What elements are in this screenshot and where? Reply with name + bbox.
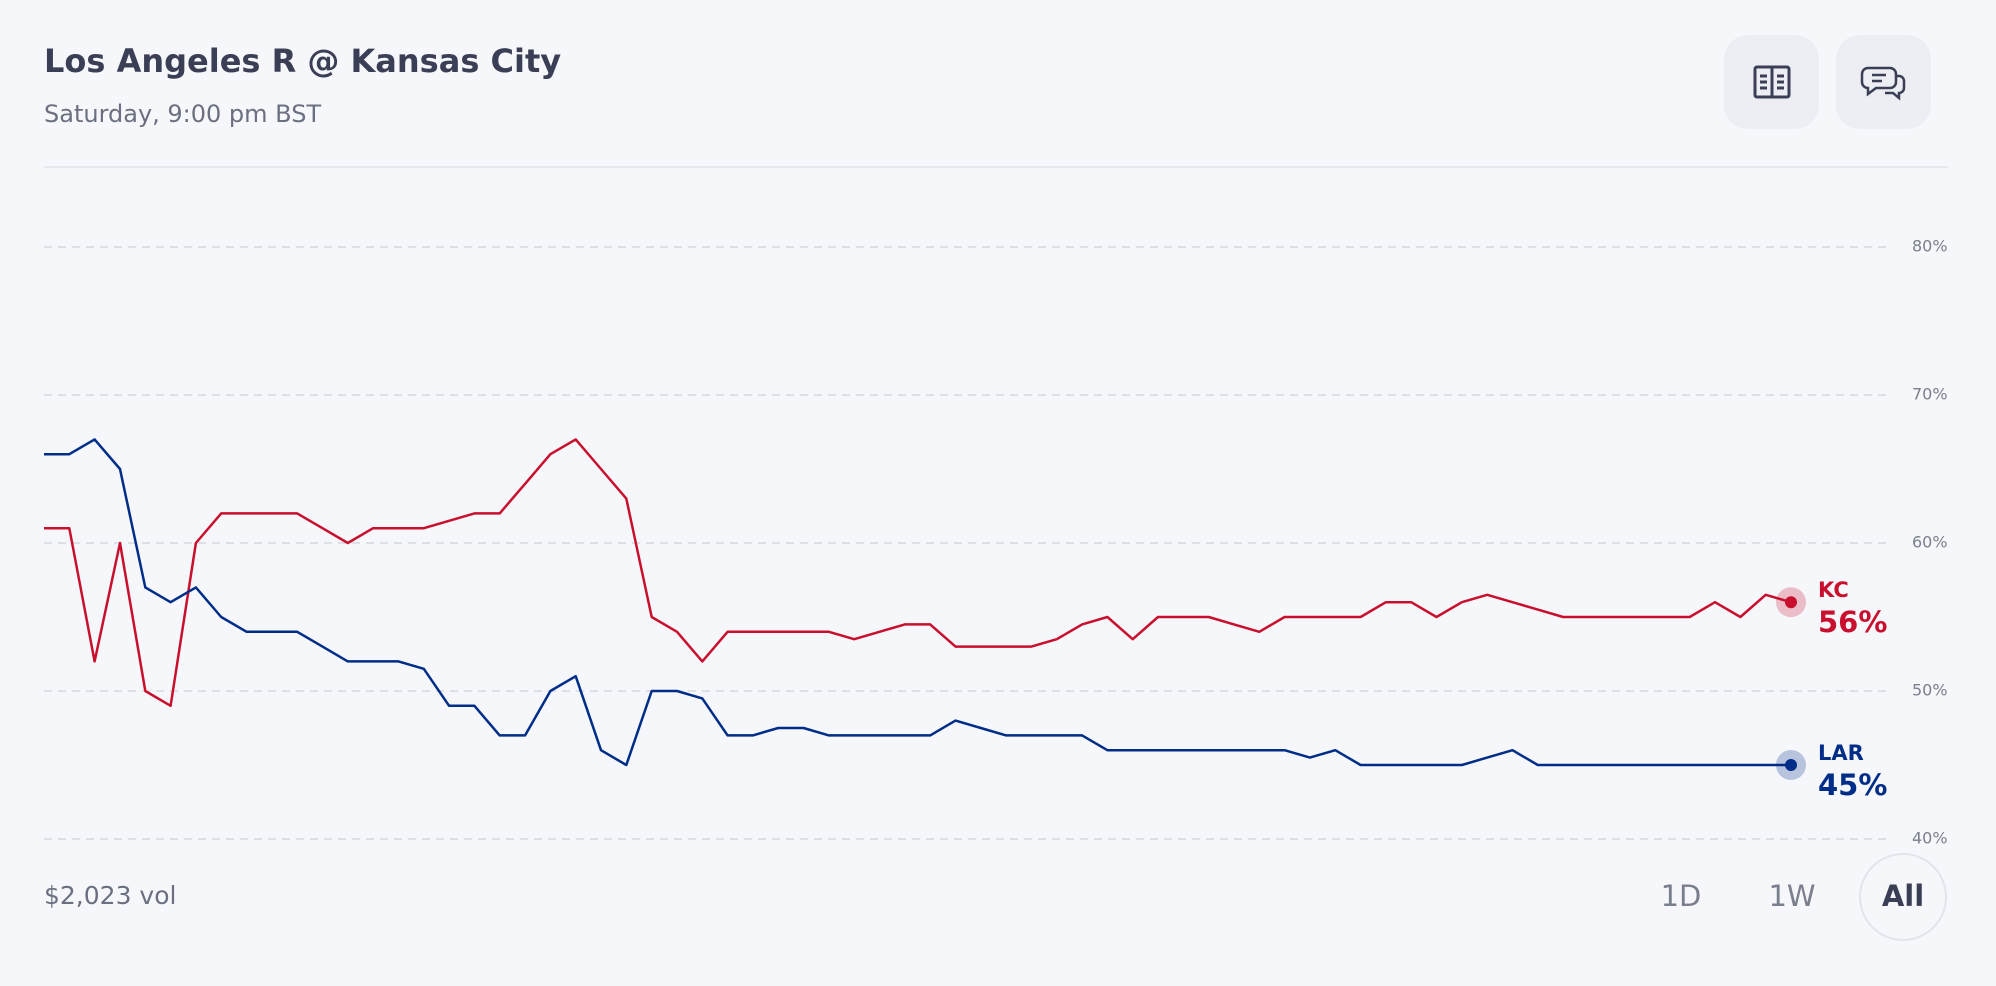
y-tick-label: 50%	[1912, 681, 1948, 700]
range-button[interactable]: 1W	[1768, 879, 1815, 913]
y-tick-label: 60%	[1912, 533, 1948, 552]
series-name: LAR	[1818, 741, 1864, 765]
range-label: All	[1882, 879, 1924, 913]
chat-icon	[1860, 66, 1906, 101]
range-selected-bg	[1859, 853, 1947, 941]
range-button[interactable]: 1D	[1661, 879, 1702, 913]
button-bg	[1836, 35, 1931, 129]
series-name: KC	[1818, 578, 1849, 602]
plot: 40% 50% 60% 70% 80% KC 56% LAR 45%	[44, 237, 1948, 848]
end-value-label: 56%	[1818, 605, 1887, 639]
series-line	[44, 438, 1791, 767]
range-label: 1D	[1661, 879, 1702, 913]
range-selector: 1D 1W All	[1661, 853, 1947, 941]
range-button[interactable]: All	[1859, 853, 1947, 941]
end-point	[1785, 596, 1797, 609]
range-label: 1W	[1768, 879, 1815, 913]
comments-button[interactable]	[1836, 35, 1931, 129]
title: Los Angeles R @ Kansas City	[44, 42, 561, 80]
end-point	[1785, 759, 1797, 771]
volume: $2,023 vol	[44, 881, 176, 910]
y-tick-label: 40%	[1912, 829, 1948, 848]
end-value-label: 45%	[1818, 768, 1887, 802]
y-tick-label: 70%	[1912, 385, 1948, 404]
subtitle: Saturday, 9:00 pm BST	[44, 100, 321, 128]
series-line	[44, 438, 1792, 708]
guide-button[interactable]	[1724, 35, 1819, 129]
y-tick-label: 80%	[1912, 237, 1948, 256]
book-icon	[1753, 65, 1791, 99]
